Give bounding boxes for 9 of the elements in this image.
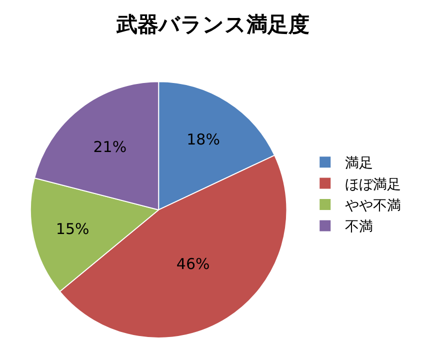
legend-label: ほぼ満足 <box>345 176 402 193</box>
data-label: 46% <box>176 255 210 274</box>
data-label: 15% <box>56 220 90 238</box>
chart-title: 武器バランス満足度 <box>116 12 310 37</box>
data-label: 21% <box>93 138 127 156</box>
legend-label: 満足 <box>345 156 374 172</box>
legend-label: 不満 <box>345 219 374 236</box>
legend-label: やや不満 <box>345 198 402 214</box>
data-label: 18% <box>186 130 220 148</box>
